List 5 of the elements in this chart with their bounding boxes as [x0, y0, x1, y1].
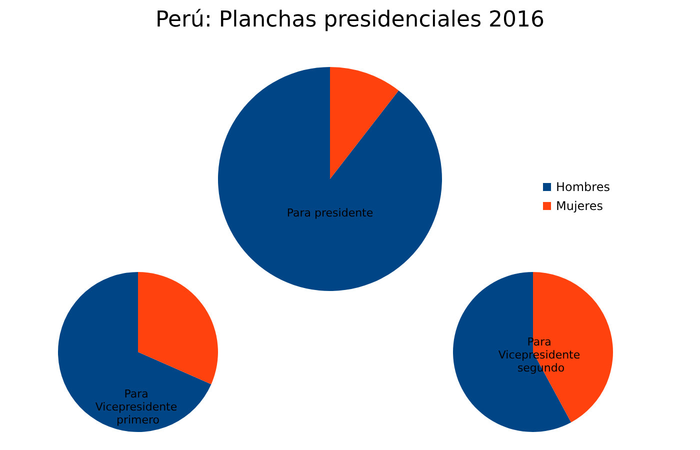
chart-title: Perú: Planchas presidenciales 2016	[155, 8, 545, 32]
legend-label: Mujeres	[556, 199, 603, 213]
slice-label: Para presidente	[286, 206, 374, 220]
slice-label: Para Vicepresidente primero	[95, 388, 181, 426]
legend-label: Hombres	[556, 180, 610, 194]
